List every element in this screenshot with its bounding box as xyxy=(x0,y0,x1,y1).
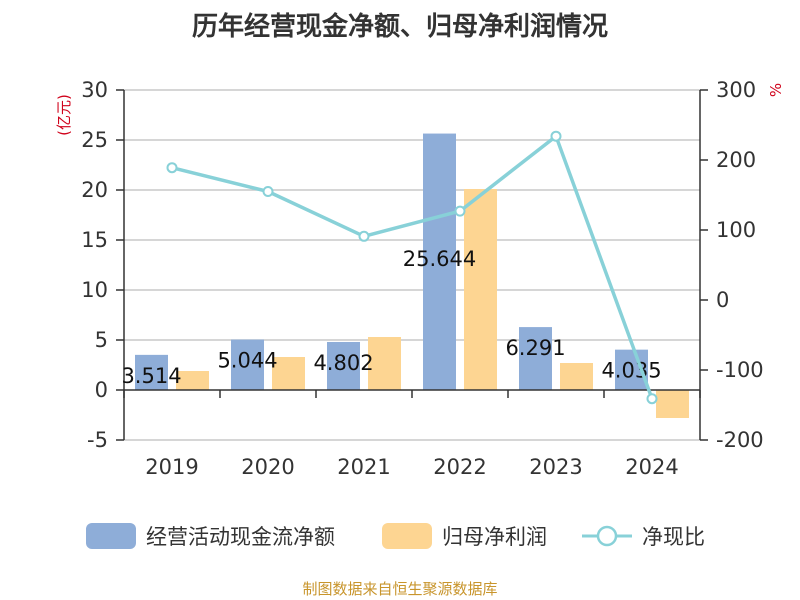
legend-swatch-cashflow xyxy=(86,523,136,549)
legend-label-cash-ratio: 净现比 xyxy=(642,525,705,549)
point-cash-ratio-2022 xyxy=(454,205,466,217)
y-right-unit: % xyxy=(767,83,785,97)
bar-cashflow-2023 xyxy=(519,327,552,390)
legend-item-cashflow[interactable]: 经营活动现金流净额 xyxy=(86,516,335,556)
data-label-cashflow: 4.802 xyxy=(313,351,373,375)
x-tick-label: 2020 xyxy=(241,455,294,479)
x-tick-label: 2021 xyxy=(337,455,390,479)
legend: 经营活动现金流净额 归母净利润 净现比 xyxy=(0,516,800,556)
bar-cashflow-2022 xyxy=(423,133,456,390)
y-left-tick-label: 25 xyxy=(81,128,108,152)
y-left-tick-label: 20 xyxy=(81,178,108,202)
x-tick-label: 2024 xyxy=(625,455,678,479)
legend-label-net-profit: 归母净利润 xyxy=(442,525,547,549)
data-label-cashflow: 3.514 xyxy=(121,364,181,388)
x-tick-label: 2019 xyxy=(145,455,198,479)
data-label-cashflow: 25.644 xyxy=(403,247,476,271)
bar-cashflow-2019 xyxy=(135,354,168,390)
bar-net-profit-2024 xyxy=(656,390,689,418)
y-right-tick-label: 300 xyxy=(716,78,756,102)
legend-swatch-net-profit xyxy=(382,523,432,549)
y-left-tick-label: 0 xyxy=(95,378,108,402)
x-tick-label: 2022 xyxy=(433,455,486,479)
y-right-tick-label: 200 xyxy=(716,148,756,172)
bar-net-profit-2023 xyxy=(560,363,593,390)
y-left-tick-label: 30 xyxy=(81,78,108,102)
legend-swatch-cash-ratio xyxy=(582,525,632,547)
bar-cashflow-2021 xyxy=(327,341,360,390)
point-cash-ratio-2024 xyxy=(646,393,658,405)
y-left-tick-label: 10 xyxy=(81,278,108,302)
point-cash-ratio-2020 xyxy=(262,186,274,197)
y-left-tick-label: -5 xyxy=(87,428,108,452)
y-left-tick-label: 15 xyxy=(81,228,108,252)
y-right-tick-label: 0 xyxy=(716,288,729,312)
data-label-cashflow: 5.044 xyxy=(217,349,277,373)
data-label-cashflow: 6.291 xyxy=(505,336,565,360)
y-right-tick-label: -100 xyxy=(716,358,764,382)
point-cash-ratio-2021 xyxy=(358,230,370,242)
chart-title: 历年经营现金净额、归母净利润情况 xyxy=(191,12,608,42)
legend-label-cashflow: 经营活动现金流净额 xyxy=(146,525,335,549)
data-label-cashflow: 4.035 xyxy=(601,359,661,383)
y-left-tick-label: 5 xyxy=(95,328,108,352)
legend-item-net-profit[interactable]: 归母净利润 xyxy=(382,516,547,556)
y-right-tick-label: 100 xyxy=(716,218,756,242)
point-cash-ratio-2023 xyxy=(550,130,562,142)
y-left-unit: (亿元) xyxy=(55,94,73,136)
y-right-tick-label: -200 xyxy=(716,428,764,452)
bar-net-profit-2019 xyxy=(176,371,209,390)
bar-net-profit-2021 xyxy=(368,337,401,390)
bar-net-profit-2022 xyxy=(464,189,497,390)
line-cash-ratio xyxy=(171,134,654,400)
bar-net-profit-2020 xyxy=(272,357,305,390)
legend-item-cash-ratio[interactable]: 净现比 xyxy=(582,516,705,556)
point-cash-ratio-2019 xyxy=(166,162,178,174)
source-note: 制图数据来自恒生聚源数据库 xyxy=(302,580,498,598)
x-tick-label: 2023 xyxy=(529,455,582,479)
bar-cashflow-2020 xyxy=(231,339,264,390)
